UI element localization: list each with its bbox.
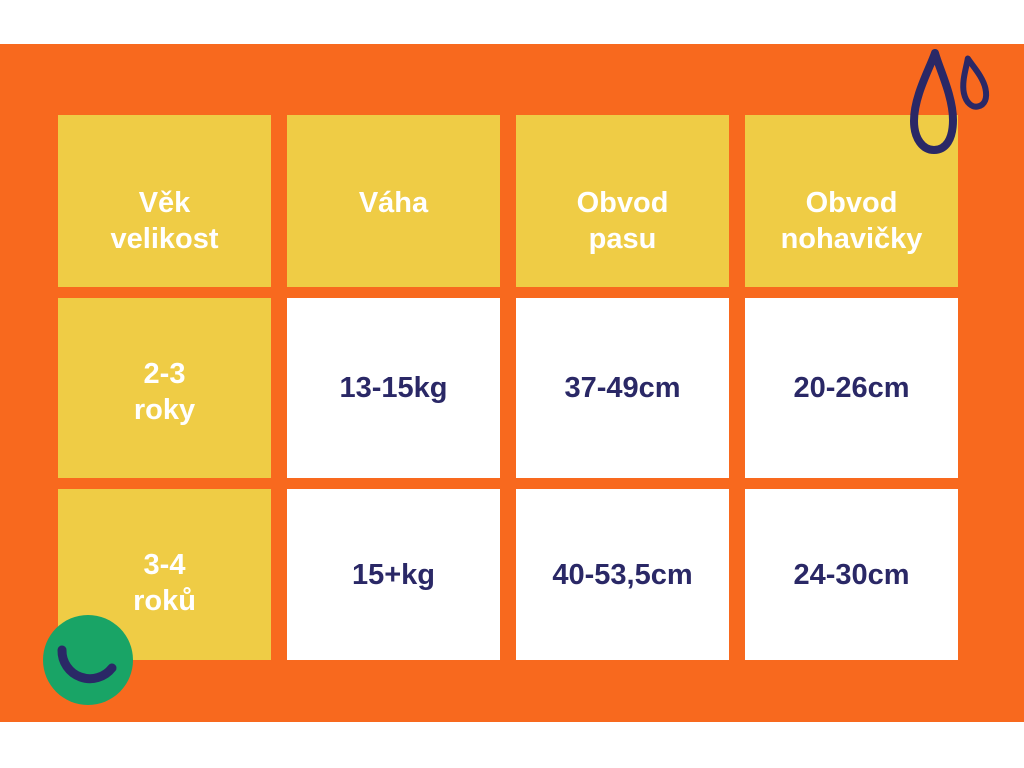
water-drop-small-icon (960, 55, 990, 110)
column-header-weight: Váha (287, 115, 500, 287)
size-chart-table: Věk velikost Váha Obvod pasu Obvod nohav… (58, 115, 958, 660)
cell-weight-2-3: 13-15kg (287, 298, 500, 478)
cell-leg-2-3: 20-26cm (745, 298, 958, 478)
orange-canvas: Věk velikost Váha Obvod pasu Obvod nohav… (0, 44, 1024, 722)
column-header-age-size: Věk velikost (58, 115, 271, 287)
water-drop-large-icon (910, 49, 957, 154)
row-label-age-2-3: 2-3 roky (58, 298, 271, 478)
smiley-circle-icon (43, 615, 133, 705)
bottom-white-strip (0, 722, 1024, 768)
cell-weight-3-4: 15+kg (287, 489, 500, 660)
cell-leg-3-4: 24-30cm (745, 489, 958, 660)
column-header-waist-circumference: Obvod pasu (516, 115, 729, 287)
top-white-strip (0, 0, 1024, 44)
cell-waist-3-4: 40-53,5cm (516, 489, 729, 660)
smile-curve-icon (57, 645, 117, 684)
cell-waist-2-3: 37-49cm (516, 298, 729, 478)
